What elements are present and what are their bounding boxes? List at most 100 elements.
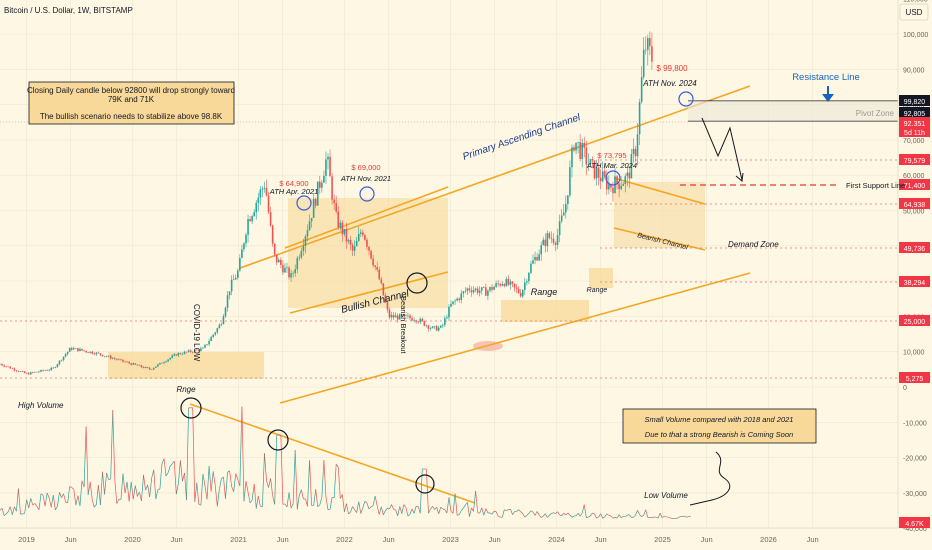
volume-segment — [639, 514, 642, 517]
candle-body — [52, 367, 55, 369]
price-tick-label: 90,000 — [903, 67, 925, 74]
candle-body — [579, 142, 581, 159]
candle-body — [421, 318, 424, 321]
currency-button[interactable] — [899, 3, 929, 21]
first-support-label: First Support Line — [846, 181, 905, 190]
low-volume-label: Low Volume — [644, 491, 688, 500]
candle-body — [32, 372, 34, 373]
candle-body — [314, 199, 317, 206]
ath-mar-2024-circle — [605, 170, 621, 186]
volume-segment — [485, 508, 489, 514]
volume-segment — [348, 511, 351, 515]
volume-segment — [590, 512, 593, 517]
volume-segment — [504, 509, 507, 511]
candle-body — [280, 259, 282, 265]
marker-circles — [180, 91, 694, 494]
candle-body — [536, 256, 538, 261]
volume-segment — [436, 507, 440, 515]
volume-segment — [448, 497, 452, 512]
volume-segment — [389, 504, 392, 510]
candle-body — [419, 318, 422, 323]
volume-segment — [171, 460, 175, 465]
volume-segment — [536, 511, 540, 516]
volume-segment — [323, 460, 327, 497]
volume-segment — [438, 506, 442, 515]
candle-body — [234, 277, 237, 280]
level-lines — [0, 100, 898, 379]
price-axis-panel[interactable] — [898, 0, 932, 550]
volume-segment — [495, 511, 499, 517]
candle-body — [565, 204, 567, 213]
volume-segment — [55, 506, 58, 511]
volume-segment — [124, 481, 128, 494]
candle-body — [136, 364, 139, 366]
volume-segment — [668, 516, 671, 519]
candle-body — [530, 263, 532, 273]
candle-body — [296, 258, 299, 270]
candle-body — [130, 363, 132, 365]
volume-segment — [59, 492, 62, 498]
ath-nov-2024-price: $ 99,800 — [656, 64, 688, 73]
price-badge — [899, 107, 930, 118]
volume-segment — [108, 478, 111, 481]
volume-segment — [469, 507, 472, 517]
candle-body — [321, 182, 323, 188]
volume-segment — [516, 509, 519, 512]
volume-segment — [290, 503, 294, 509]
candle-body — [300, 251, 303, 258]
price-badge — [899, 179, 930, 190]
candle-body — [433, 326, 436, 327]
candle-body — [528, 272, 530, 282]
candle-body — [370, 250, 372, 259]
volume-segment — [360, 507, 364, 514]
candle-body — [374, 265, 376, 267]
candle-body — [454, 300, 456, 302]
price-badge — [899, 154, 930, 165]
pivot-zone-label: Pivot Zone — [856, 109, 895, 118]
candle-body — [222, 316, 225, 325]
volume-segment — [122, 473, 126, 494]
volume-segment — [567, 512, 571, 516]
volume-segment — [635, 510, 638, 516]
candle-body — [107, 355, 110, 357]
candle-body — [97, 352, 100, 354]
volume-segment — [686, 515, 689, 518]
candle-body — [253, 212, 255, 217]
candle-body — [212, 334, 214, 337]
candle-body — [232, 279, 235, 281]
volume-segment — [157, 488, 161, 491]
candle-body — [649, 38, 651, 47]
volume-segment — [426, 468, 429, 514]
candle-body — [265, 187, 268, 196]
volume-segment — [286, 492, 290, 507]
volume-segment — [233, 473, 237, 492]
candle-body — [140, 365, 143, 368]
candle-body — [177, 353, 180, 356]
price-badge-label: 5d 11h — [904, 130, 925, 137]
volume-segment — [383, 510, 386, 516]
candle-body — [468, 288, 471, 291]
volume-segment — [79, 480, 83, 506]
candle-body — [411, 317, 413, 321]
volume-segment — [393, 509, 396, 511]
time-tick-label: 2026 — [760, 535, 777, 544]
candle-body — [462, 291, 465, 294]
candle-body — [187, 350, 190, 352]
time-tick-label: 2025 — [654, 535, 671, 544]
volume-segment — [91, 499, 95, 508]
candle-body — [255, 202, 258, 213]
candle-body — [325, 159, 327, 176]
volume-segment — [313, 489, 317, 506]
volume-segment — [292, 450, 296, 504]
candle-body — [466, 288, 469, 291]
candle-body — [439, 325, 442, 328]
candle-body — [493, 286, 495, 290]
volume-segment — [114, 479, 118, 504]
volume-segment — [264, 453, 267, 481]
candle-body — [417, 321, 419, 323]
volume-segment — [196, 482, 200, 505]
volume-segment — [473, 490, 476, 512]
candle-body — [567, 195, 569, 205]
volume-segment — [251, 483, 255, 501]
